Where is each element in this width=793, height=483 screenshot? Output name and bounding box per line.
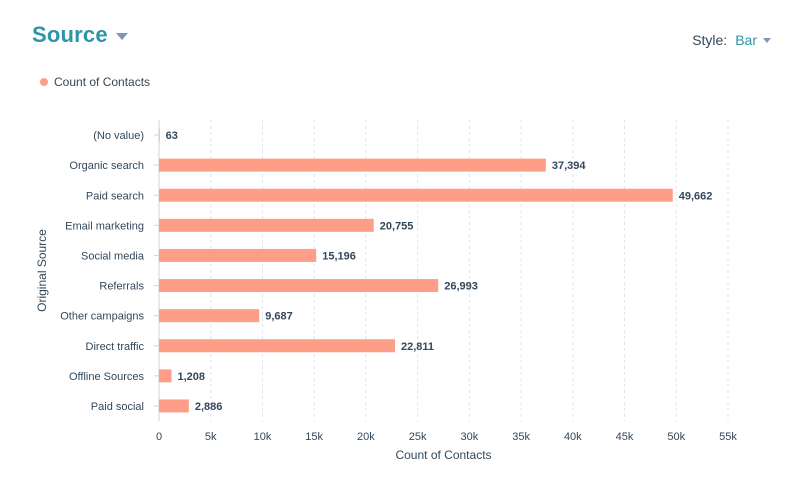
- style-dropdown[interactable]: Bar: [735, 32, 771, 48]
- bar[interactable]: [159, 279, 439, 293]
- bar[interactable]: [159, 339, 395, 353]
- bar-value-label: 22,811: [401, 341, 434, 353]
- y-tick-label: Paid search: [86, 190, 144, 202]
- report-title-dropdown[interactable]: Source: [32, 22, 128, 48]
- x-tick-label: 10k: [254, 431, 272, 443]
- chevron-down-icon: [115, 33, 128, 40]
- bar[interactable]: [159, 369, 172, 383]
- legend-label: Count of Contacts: [54, 75, 151, 89]
- x-tick-label: 25k: [409, 431, 427, 443]
- y-tick-label: Offline Sources: [69, 371, 145, 383]
- bar-value-label: 63: [166, 130, 178, 142]
- bar-value-label: 20,755: [380, 220, 414, 232]
- x-axis-title: Count of Contacts: [395, 448, 491, 462]
- x-tick-label: 30k: [460, 431, 478, 443]
- style-label: Style:: [692, 32, 728, 48]
- report-title: Source: [32, 22, 108, 47]
- x-tick-label: 20k: [357, 431, 375, 443]
- bar[interactable]: [159, 309, 260, 323]
- bar-value-label: 9,687: [265, 311, 293, 323]
- bar-value-label: 1,208: [177, 371, 205, 383]
- bar[interactable]: [159, 218, 374, 232]
- y-tick-label: Organic search: [69, 160, 144, 172]
- legend-dot-icon: [40, 78, 48, 86]
- y-tick-label: (No value): [93, 130, 144, 142]
- bar-value-label: 15,196: [322, 250, 356, 262]
- x-tick-label: 40k: [564, 431, 582, 443]
- x-tick-label: 50k: [667, 431, 685, 443]
- chart-legend[interactable]: Count of Contacts: [40, 75, 150, 89]
- bar[interactable]: [159, 128, 160, 142]
- y-tick-label: Paid social: [91, 401, 144, 413]
- y-tick-label: Direct traffic: [86, 341, 145, 353]
- x-tick-label: 45k: [616, 431, 634, 443]
- bar-value-label: 49,662: [679, 190, 713, 202]
- y-tick-label: Referrals: [99, 281, 144, 293]
- x-tick-label: 15k: [305, 431, 323, 443]
- style-value: Bar: [735, 32, 757, 48]
- y-tick-label: Social media: [81, 250, 145, 262]
- x-tick-label: 55k: [719, 431, 737, 443]
- x-tick-label: 35k: [512, 431, 530, 443]
- bar-value-label: 37,394: [552, 160, 587, 172]
- bar[interactable]: [159, 158, 546, 172]
- x-tick-label: 0: [156, 431, 162, 443]
- bar[interactable]: [159, 399, 189, 413]
- y-tick-label: Email marketing: [65, 220, 144, 232]
- style-control: Style: Bar: [692, 32, 771, 48]
- caret-down-icon: [763, 37, 771, 43]
- bar-value-label: 2,886: [195, 401, 223, 413]
- bar-value-label: 26,993: [444, 281, 478, 293]
- bar[interactable]: [159, 188, 673, 202]
- bar[interactable]: [159, 248, 317, 262]
- y-tick-label: Other campaigns: [60, 311, 144, 323]
- y-axis-title: Original Source: [35, 229, 49, 312]
- x-tick-label: 5k: [205, 431, 217, 443]
